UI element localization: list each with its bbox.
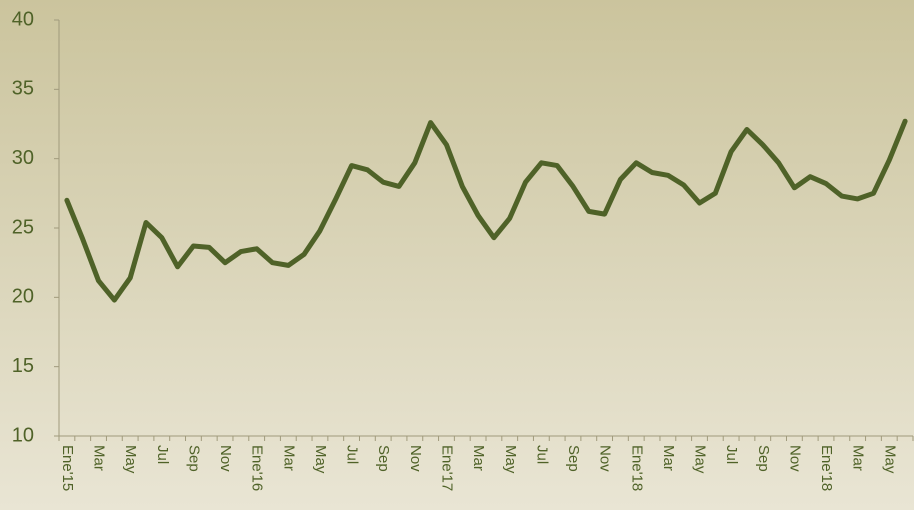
x-tick-label: May xyxy=(122,445,139,474)
x-tick-label: Ene'18 xyxy=(628,445,645,491)
x-tick-label: Sep xyxy=(755,445,772,472)
x-tick-label: Sep xyxy=(565,445,582,472)
x-tick-label: May xyxy=(692,445,709,474)
x-tick-label: Mar xyxy=(280,445,297,471)
x-tick-label: Ene'18 xyxy=(818,445,835,491)
x-tick-label: Sep xyxy=(375,445,392,472)
x-tick-label: Mar xyxy=(660,445,677,471)
x-tick-label: Mar xyxy=(850,445,867,471)
y-tick-label: 15 xyxy=(12,355,34,377)
y-tick-label: 40 xyxy=(12,8,34,30)
x-tick-label: Nov xyxy=(786,445,803,472)
y-tick-label: 20 xyxy=(12,286,34,308)
x-tick-label: Jul xyxy=(344,445,361,464)
x-tick-label: Jul xyxy=(533,445,550,464)
y-tick-label: 25 xyxy=(12,216,34,238)
x-tick-label: Nov xyxy=(407,445,424,472)
y-tick-label: 35 xyxy=(12,78,34,100)
y-tick-label: 30 xyxy=(12,147,34,169)
x-tick-label: Nov xyxy=(217,445,234,472)
x-tick-label: Mar xyxy=(91,445,108,471)
x-tick-label: Jul xyxy=(154,445,171,464)
x-tick-label: May xyxy=(881,445,898,474)
x-tick-label: May xyxy=(312,445,329,474)
x-tick-label: Jul xyxy=(723,445,740,464)
x-tick-label: Ene'17 xyxy=(438,445,455,491)
x-tick-label: Ene'15 xyxy=(59,445,76,491)
x-tick-label: Sep xyxy=(185,445,202,472)
data-line xyxy=(64,118,908,303)
x-tick-label: May xyxy=(502,445,519,474)
x-tick-label: Nov xyxy=(597,445,614,472)
x-tick-label: Mar xyxy=(470,445,487,471)
x-tick-label: Ene'16 xyxy=(249,445,266,491)
y-tick-label: 10 xyxy=(12,424,34,446)
